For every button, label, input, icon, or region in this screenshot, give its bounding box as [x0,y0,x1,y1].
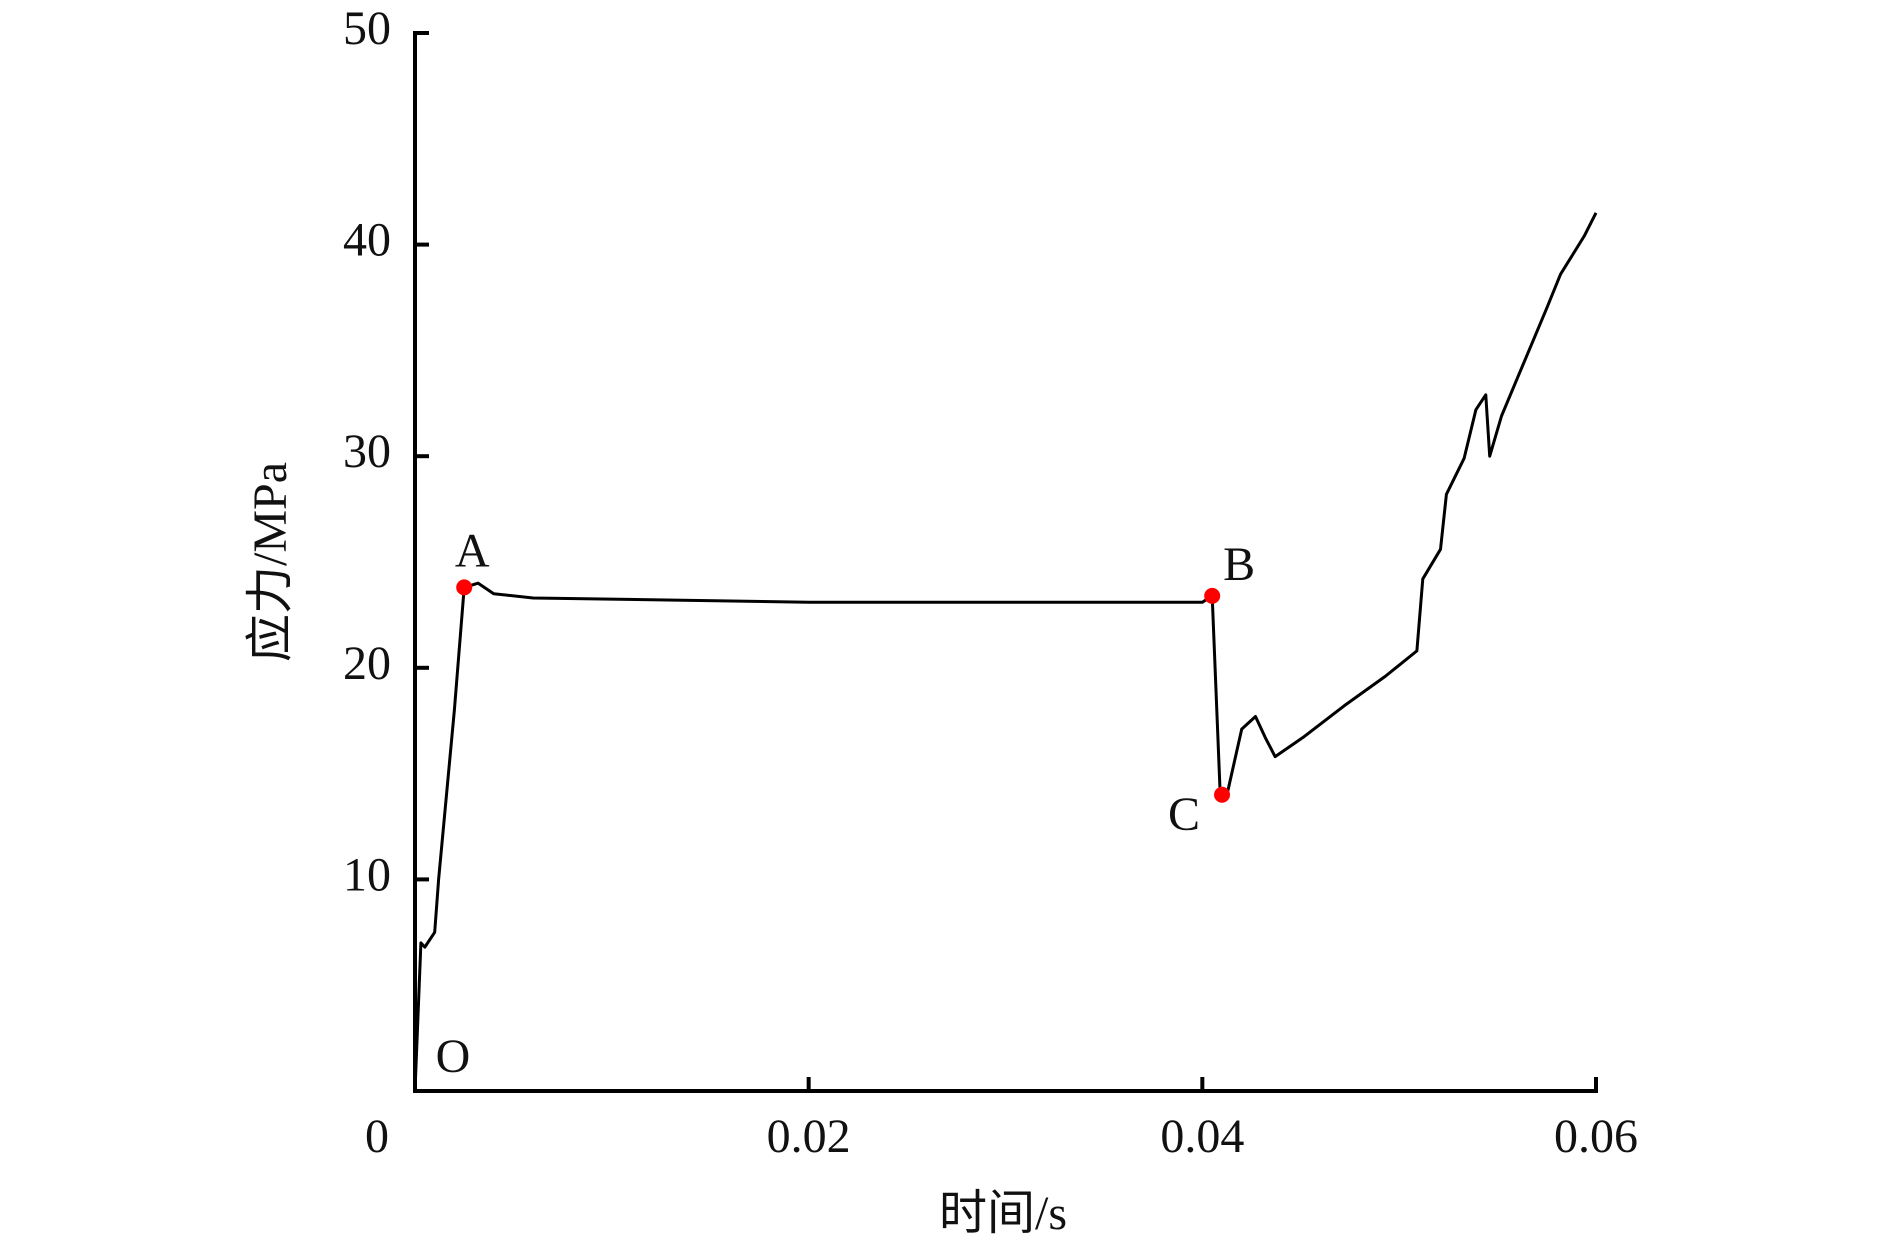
x-tick-label: 0 [365,1110,389,1163]
data-line [413,212,1598,1092]
x-axis-label: 时间/s [939,1187,1067,1240]
key-point [1214,786,1231,803]
x-tick-label: 0.06 [1554,1110,1638,1163]
point-label: C [1168,788,1200,841]
y-tick-label: 10 [343,848,391,901]
point-label: A [455,524,490,577]
x-tick-label: 0.02 [767,1110,851,1163]
y-axis-label: 应力/MPa [244,462,297,662]
y-tick-label: 40 [343,214,391,267]
y-tick-label: 50 [343,2,391,55]
annotation: O [436,1030,471,1083]
y-tick-label: 20 [343,637,391,690]
key-point [1204,587,1221,604]
y-tick-label: 30 [343,425,391,478]
point-label: B [1223,538,1255,591]
x-tick-label: 0.04 [1160,1110,1244,1163]
key-point [456,579,473,596]
